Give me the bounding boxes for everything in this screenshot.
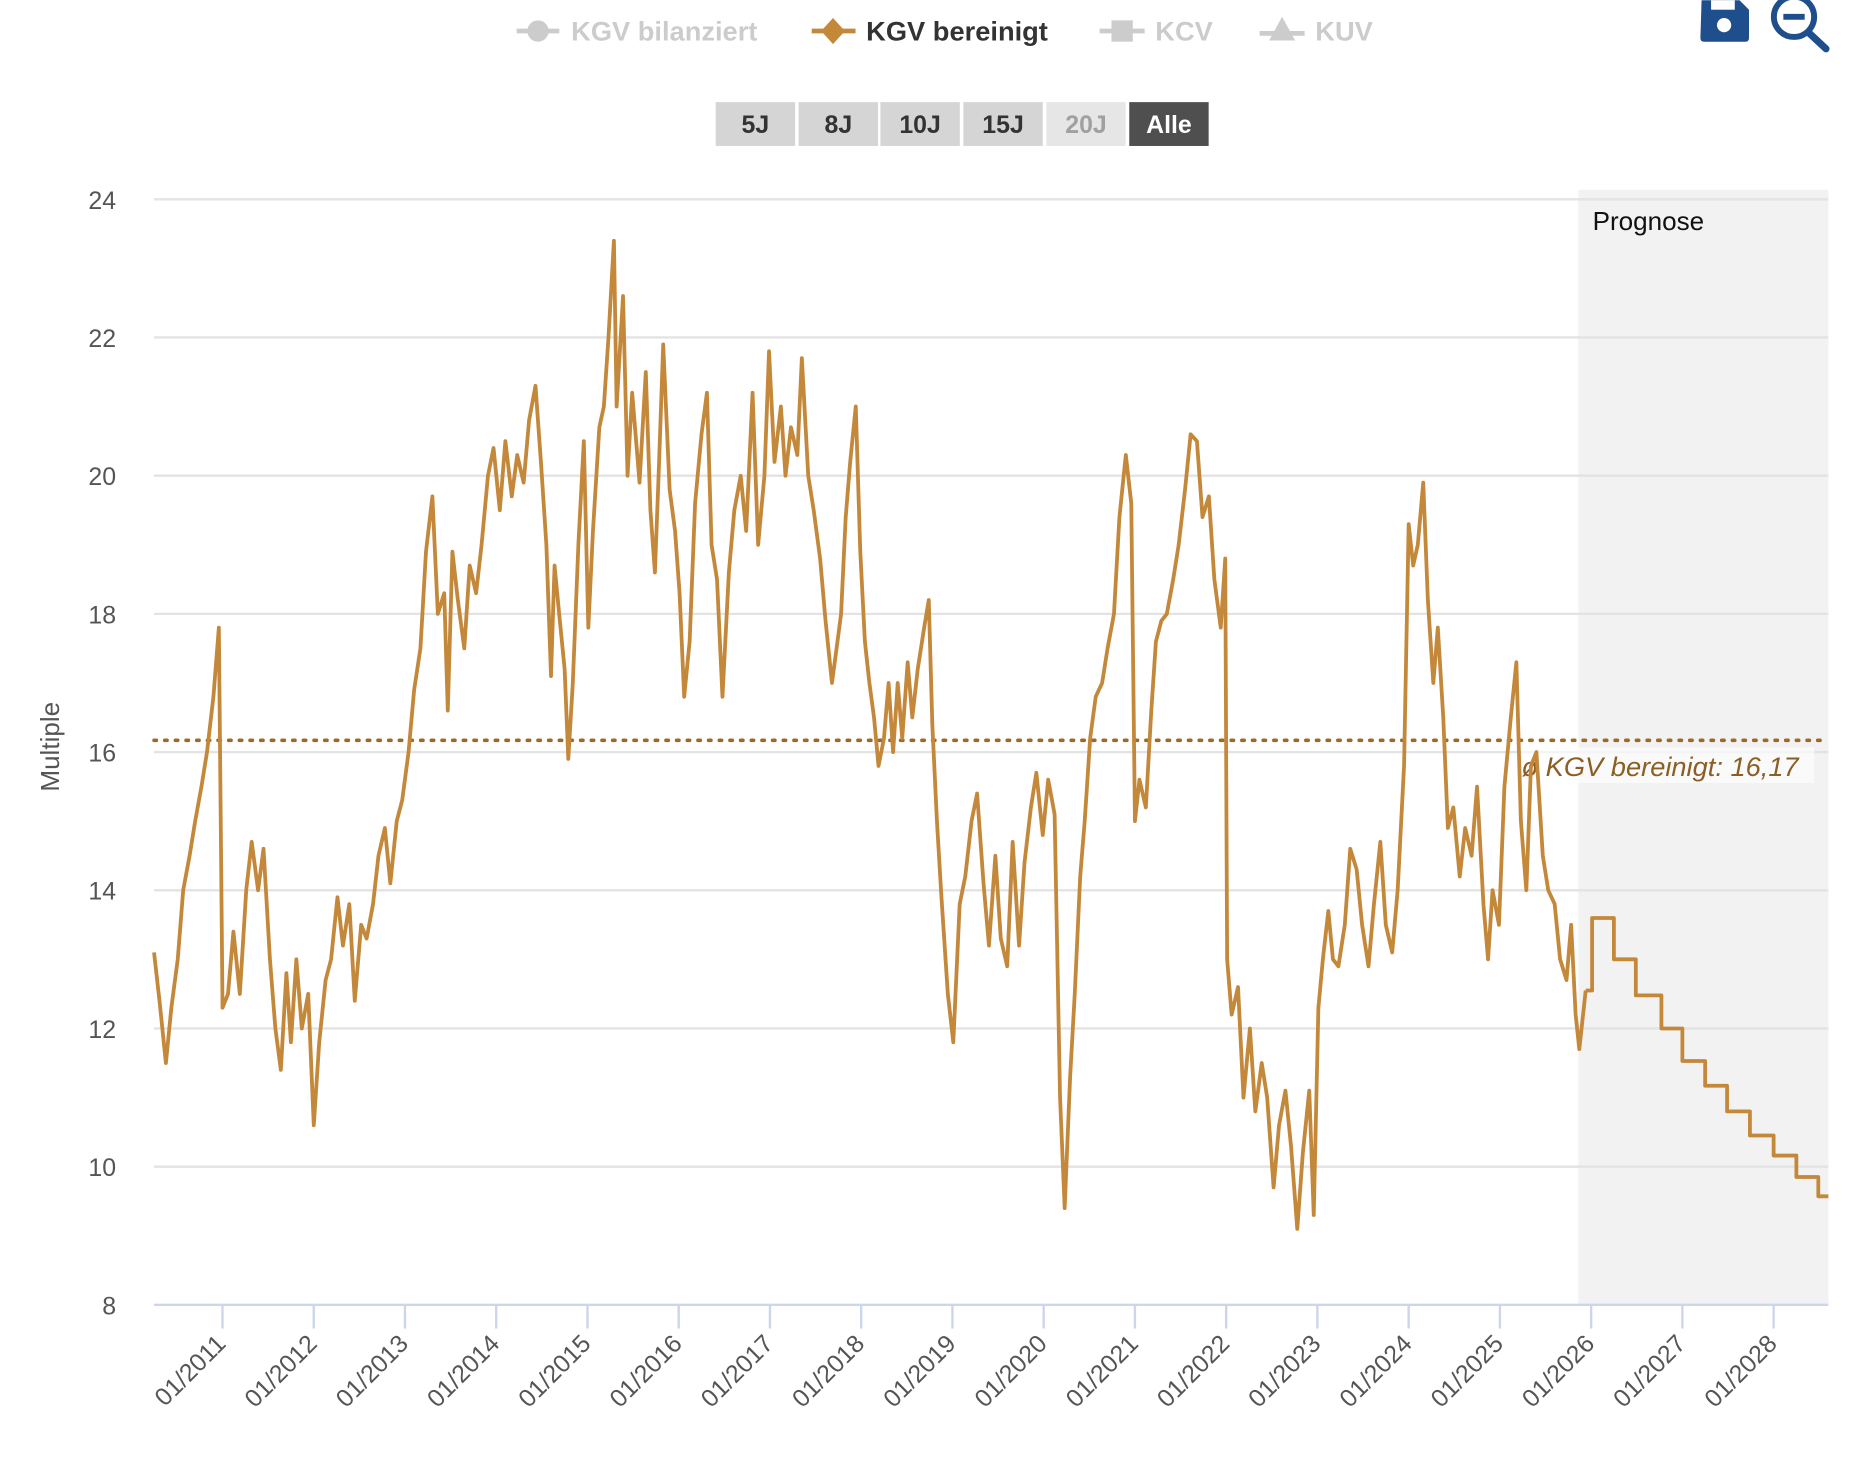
legend-label: KGV bereinigt (866, 16, 1048, 47)
zoom-out-button[interactable] (1770, 0, 1830, 53)
range-button-bg (1129, 102, 1209, 146)
range-button-bg (715, 102, 796, 146)
kgv-bereinigt-line (152, 238, 1588, 1231)
x-tick-label: 01/2013 (331, 1330, 414, 1413)
range-button-8j[interactable]: 8J (798, 102, 879, 146)
y-tick-label: 14 (88, 878, 116, 906)
x-tick-label: 01/2019 (878, 1330, 961, 1413)
range-button-label: 10J (899, 111, 941, 139)
square-icon (1111, 20, 1133, 42)
x-tick-label: 01/2021 (1061, 1330, 1144, 1413)
triangle-icon (1269, 16, 1296, 41)
x-tick-label: 01/2022 (1152, 1330, 1235, 1413)
range-button-alle[interactable]: Alle (1129, 102, 1209, 146)
x-tick-label: 01/2024 (1334, 1329, 1417, 1412)
average-label-bg (1520, 747, 1815, 783)
x-tick-label: 01/2023 (1243, 1330, 1326, 1413)
range-button-15j[interactable]: 15J (963, 102, 1043, 146)
range-button-bg (798, 102, 879, 146)
zoom-out-icon (1770, 0, 1830, 53)
plot-area: Prognose 8 10 12 14 16 18 20 22 24 Multiple 01/2011… (35, 187, 1831, 1413)
range-button-label: 20J (1065, 111, 1107, 139)
prognosis-label: Prognose (1593, 206, 1705, 236)
x-tick-label: 01/2027 (1608, 1330, 1691, 1413)
x-tick-label: 01/2028 (1699, 1330, 1782, 1413)
range-button-label: Alle (1146, 111, 1192, 139)
range-selector: 5J 8J 10J 15J 20J Alle (715, 102, 1209, 146)
range-button-bg (1046, 102, 1126, 146)
legend-label: KGV bilanziert (571, 16, 757, 47)
range-button-10j[interactable]: 10J (880, 102, 960, 146)
circle-icon (527, 20, 549, 42)
y-tick-label: 16 (88, 740, 116, 768)
x-tick-label: 01/2020 (969, 1330, 1052, 1413)
y-tick-label: 18 (88, 601, 116, 629)
legend-label: KCV (1155, 16, 1213, 47)
kgv-prognosis-line (1585, 916, 1829, 1199)
average-label: ø KGV bereinigt: 16,17 (1521, 751, 1799, 782)
legend-label: KUV (1315, 16, 1373, 47)
y-tick-label: 12 (88, 1016, 116, 1044)
save-icon (1700, 0, 1749, 42)
y-tick-label: 22 (88, 325, 116, 353)
x-tick-label: 01/2018 (787, 1330, 870, 1413)
x-tick-label: 01/2026 (1517, 1330, 1600, 1413)
range-button-20j[interactable]: 20J (1046, 102, 1126, 146)
y-tick-label: 8 (102, 1292, 116, 1320)
legend-item-kgv-bereinigt[interactable]: KGV bereinigt (811, 16, 1048, 47)
prognosis-band (1578, 189, 1829, 1305)
legend-item-kcv[interactable]: KCV (1099, 16, 1213, 47)
diamond-icon (821, 17, 845, 45)
y-tick-label: 20 (88, 463, 116, 491)
range-button-label: 15J (982, 111, 1024, 139)
range-button-bg (880, 102, 960, 146)
save-button[interactable] (1700, 0, 1749, 42)
y-axis-title: Multiple (35, 702, 65, 792)
legend-item-kuv[interactable]: KUV (1259, 16, 1373, 47)
x-tick-label: 01/2016 (604, 1330, 687, 1413)
range-button-label: 8J (825, 111, 853, 139)
x-tick-label: 01/2012 (239, 1330, 322, 1413)
y-tick-label: 10 (88, 1154, 116, 1182)
y-tick-label: 24 (88, 187, 116, 215)
x-tick-label: 01/2015 (513, 1330, 596, 1413)
x-tick-label: 01/2025 (1425, 1330, 1508, 1413)
range-button-5j[interactable]: 5J (715, 102, 796, 146)
x-tick-label: 01/2017 (696, 1330, 779, 1413)
x-tick-label: 01/2014 (422, 1329, 505, 1412)
legend: KGV bilanziert KGV bereinigt KCV KUV (516, 16, 1373, 47)
x-tick-label: 01/2011 (149, 1330, 231, 1412)
legend-item-kgv-bilanziert[interactable]: KGV bilanziert (516, 16, 758, 47)
range-button-label: 5J (742, 111, 770, 139)
range-button-bg (963, 102, 1043, 146)
